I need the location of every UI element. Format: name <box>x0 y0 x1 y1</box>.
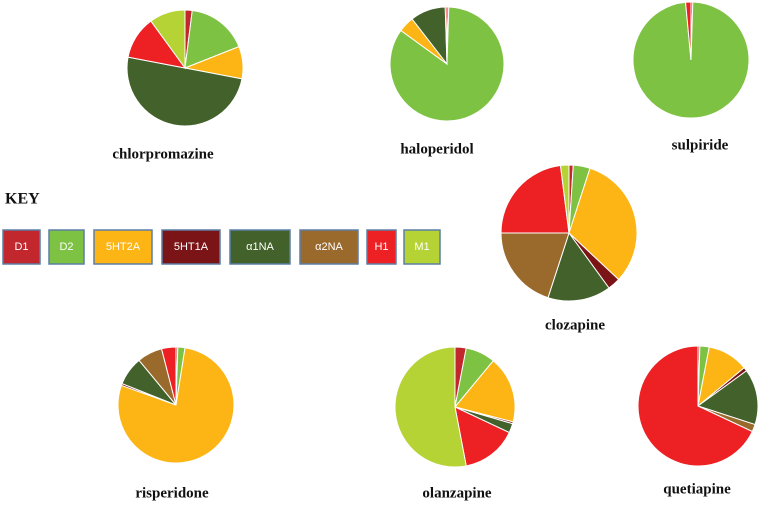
legend-swatch <box>229 229 291 265</box>
legend-label: α1NA <box>246 241 274 253</box>
pie-slice <box>117 347 235 464</box>
key-title: KEY <box>5 191 40 208</box>
pie-slice <box>500 232 570 299</box>
legend-swatch <box>93 229 153 265</box>
legend-label: M1 <box>414 241 429 253</box>
pie-title: clozapine <box>545 317 605 333</box>
pie-slice <box>389 6 505 122</box>
pie-slice <box>160 346 177 406</box>
pie-title: risperidone <box>135 485 209 501</box>
legend-swatch <box>403 229 441 265</box>
legend-swatch <box>48 229 85 265</box>
pie-title: chlorpromazine <box>112 146 214 162</box>
pie-slice <box>500 164 570 234</box>
pie-title: olanzapine <box>422 485 492 501</box>
legend-swatch <box>299 229 359 265</box>
legend-swatch <box>366 229 397 265</box>
pie-title: haloperidol <box>400 141 473 157</box>
pie-slice <box>444 6 448 65</box>
legend-label: 5HT1A <box>174 241 209 253</box>
pie-slice <box>184 9 240 69</box>
pie-slice <box>126 56 243 127</box>
pie-slice <box>637 345 753 467</box>
legend-label: D2 <box>59 241 73 253</box>
pie-slice <box>150 9 186 70</box>
legend-swatch <box>2 229 41 265</box>
legend-swatch <box>161 229 221 265</box>
pie-slice <box>454 360 516 423</box>
pie-slice <box>684 1 692 61</box>
pie-slice <box>696 370 759 426</box>
pie-title: quetiapine <box>663 481 731 497</box>
pie-slice <box>454 406 510 467</box>
pie-slice <box>559 164 570 234</box>
pie-slice <box>568 167 638 281</box>
pie-title: sulpiride <box>672 137 729 153</box>
pie-slice <box>547 231 610 302</box>
legend-label: α2NA <box>315 241 343 253</box>
legend-label: 5HT2A <box>106 241 141 253</box>
pie-slice <box>394 346 467 468</box>
legend-label: H1 <box>374 241 388 253</box>
legend-label: D1 <box>14 241 28 253</box>
